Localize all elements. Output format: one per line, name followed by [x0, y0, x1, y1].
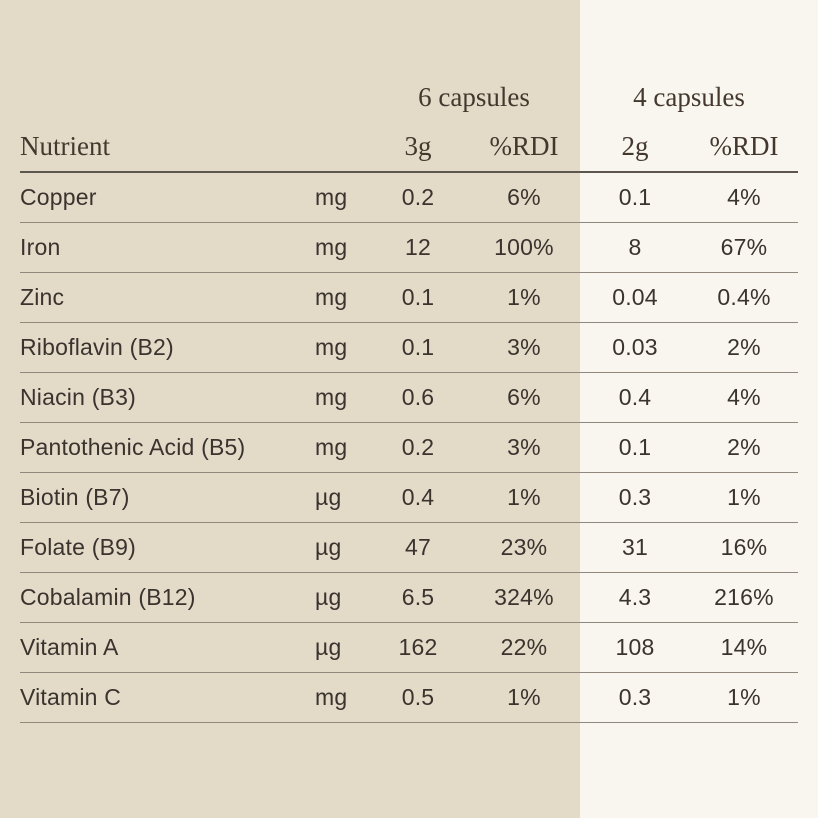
rdi-value-6cap: 3% [507, 334, 541, 360]
dose-value-4cap: 31 [622, 534, 648, 560]
table-row: Zinc mg 0.1 1% 0.04 0.4% [20, 273, 798, 323]
nutrient-unit: µg [315, 634, 342, 660]
rdi-value-4cap: 216% [714, 584, 774, 610]
table-body: Copper mg 0.2 6% 0.1 4% Iron mg 12 100% … [20, 173, 798, 723]
table-row: Niacin (B3) mg 0.6 6% 0.4 4% [20, 373, 798, 423]
nutrient-name: Riboflavin (B2) [20, 334, 174, 360]
dose-value-4cap: 0.4 [618, 384, 652, 410]
dose-value-6cap: 0.1 [401, 284, 435, 310]
dose-value-6cap: 47 [405, 534, 431, 560]
dose-value-6cap: 12 [405, 234, 431, 260]
dose-value-4cap: 4.3 [618, 584, 652, 610]
nutrient-name: Niacin (B3) [20, 384, 136, 410]
rdi-value-6cap: 100% [494, 234, 554, 260]
rdi-value-6cap: 6% [507, 184, 541, 210]
rdi-value-6cap: 1% [507, 684, 541, 710]
dose-value-6cap: 6.5 [401, 584, 435, 610]
column-header-rdi-4cap: %RDI [709, 131, 779, 161]
nutrient-unit: mg [315, 384, 348, 410]
nutrient-name: Cobalamin (B12) [20, 584, 196, 610]
dose-value-4cap: 0.03 [612, 334, 658, 360]
dose-value-6cap: 0.5 [401, 684, 435, 710]
group-header-4-capsules: 4 capsules [633, 82, 745, 112]
rdi-value-4cap: 1% [727, 484, 761, 510]
column-header-dose-6cap: 3g [404, 131, 432, 161]
dose-value-4cap: 0.1 [618, 434, 652, 460]
rdi-value-6cap: 23% [500, 534, 548, 560]
column-header-rdi-6cap: %RDI [489, 131, 559, 161]
nutrient-name: Zinc [20, 284, 65, 310]
right-panel-background [580, 0, 818, 818]
column-header-dose-4cap: 2g [621, 131, 649, 161]
dose-value-4cap: 0.04 [612, 284, 658, 310]
rdi-value-4cap: 16% [720, 534, 768, 560]
nutrient-name: Folate (B9) [20, 534, 136, 560]
rdi-value-4cap: 0.4% [717, 284, 771, 310]
nutrient-unit: mg [315, 234, 348, 260]
nutrient-unit: mg [315, 684, 348, 710]
dose-value-4cap: 8 [628, 234, 642, 260]
nutrient-name: Biotin (B7) [20, 484, 130, 510]
dose-value-4cap: 108 [615, 634, 655, 660]
dose-value-4cap: 0.3 [618, 684, 652, 710]
rdi-value-4cap: 1% [727, 684, 761, 710]
nutrient-name: Vitamin A [20, 634, 119, 660]
nutrient-unit: mg [315, 284, 348, 310]
dose-value-6cap: 0.4 [401, 484, 435, 510]
dose-value-6cap: 0.2 [401, 184, 435, 210]
supplement-nutrition-table: 6 capsules 4 capsules Nutrient 3g %RDI 2… [20, 73, 798, 723]
dose-value-6cap: 0.2 [401, 434, 435, 460]
rdi-value-6cap: 1% [507, 284, 541, 310]
rdi-value-4cap: 67% [720, 234, 768, 260]
column-header-unit [300, 146, 368, 147]
column-header-nutrient: Nutrient [20, 131, 110, 161]
table-row: Pantothenic Acid (B5) mg 0.2 3% 0.1 2% [20, 423, 798, 473]
table-row: Riboflavin (B2) mg 0.1 3% 0.03 2% [20, 323, 798, 373]
nutrient-name: Vitamin C [20, 684, 122, 710]
rdi-value-6cap: 324% [494, 584, 554, 610]
rdi-value-4cap: 4% [727, 184, 761, 210]
dose-value-6cap: 162 [398, 634, 438, 660]
column-header-row: Nutrient 3g %RDI 2g %RDI [20, 122, 798, 173]
dose-value-4cap: 0.3 [618, 484, 652, 510]
rdi-value-4cap: 4% [727, 384, 761, 410]
nutrient-name: Pantothenic Acid (B5) [20, 434, 246, 460]
nutrient-unit: µg [315, 584, 342, 610]
table-row: Vitamin A µg 162 22% 108 14% [20, 623, 798, 673]
group-header-6-capsules: 6 capsules [418, 82, 530, 112]
nutrient-name: Iron [20, 234, 61, 260]
dose-value-6cap: 0.6 [401, 384, 435, 410]
rdi-value-4cap: 2% [727, 434, 761, 460]
rdi-value-6cap: 22% [500, 634, 548, 660]
capsule-group-header-row: 6 capsules 4 capsules [20, 73, 798, 122]
nutrient-unit: µg [315, 484, 342, 510]
nutrient-name: Copper [20, 184, 97, 210]
rdi-value-6cap: 1% [507, 484, 541, 510]
rdi-value-6cap: 3% [507, 434, 541, 460]
table-row: Cobalamin (B12) µg 6.5 324% 4.3 216% [20, 573, 798, 623]
rdi-value-4cap: 14% [720, 634, 768, 660]
dose-value-4cap: 0.1 [618, 184, 652, 210]
table-row: Vitamin C mg 0.5 1% 0.3 1% [20, 673, 798, 723]
nutrient-unit: mg [315, 434, 348, 460]
nutrient-unit: µg [315, 534, 342, 560]
table-row: Folate (B9) µg 47 23% 31 16% [20, 523, 798, 573]
nutrient-unit: mg [315, 184, 348, 210]
table-row: Biotin (B7) µg 0.4 1% 0.3 1% [20, 473, 798, 523]
table-row: Iron mg 12 100% 8 67% [20, 223, 798, 273]
rdi-value-6cap: 6% [507, 384, 541, 410]
dose-value-6cap: 0.1 [401, 334, 435, 360]
table-row: Copper mg 0.2 6% 0.1 4% [20, 173, 798, 223]
rdi-value-4cap: 2% [727, 334, 761, 360]
nutrient-unit: mg [315, 334, 348, 360]
